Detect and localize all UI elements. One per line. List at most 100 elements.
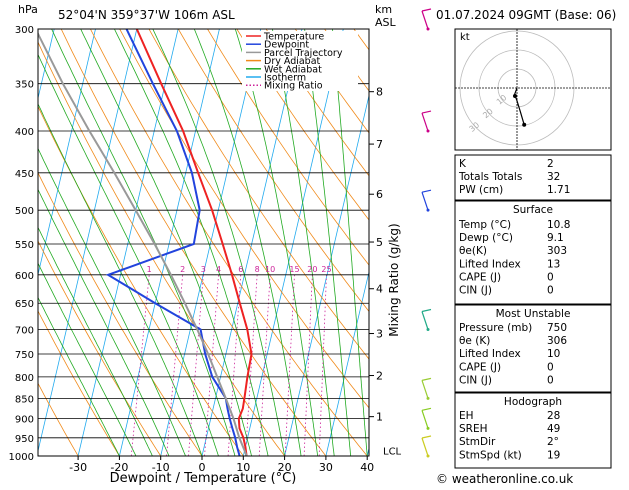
index-label: Lifted Index (459, 258, 521, 270)
km-tick-label: 1 (376, 411, 383, 424)
wind-barb (422, 380, 428, 398)
index-value: 28 (547, 410, 560, 422)
index-label: θe(K) (459, 245, 487, 257)
datetime-title: 01.07.2024 09GMT (Base: 06) (436, 8, 616, 22)
index-value: 32 (547, 171, 560, 183)
index-value: 49 (547, 423, 560, 435)
mixing-ratio-label: 15 (289, 265, 299, 274)
wind-barb-flag (422, 310, 431, 312)
index-label: SREH (459, 423, 488, 435)
wind-barb-base (427, 28, 430, 31)
wet-adiabat-line (333, 29, 368, 456)
mixing-ratio-label: 20 (307, 265, 317, 274)
wind-barb-flag (422, 111, 431, 113)
pressure-tick-label: 750 (15, 350, 34, 361)
index-value: 2 (547, 158, 554, 170)
pressure-tick-label: 600 (15, 271, 34, 282)
isotherm-line (202, 29, 302, 456)
index-label: Temp (°C) (458, 219, 511, 231)
plot-frame (38, 29, 369, 456)
km-tick-label: 3 (376, 328, 383, 341)
km-tick-label: 2 (376, 370, 383, 383)
x-tick-label: 40 (360, 461, 374, 474)
isotherm-line (119, 29, 219, 456)
pressure-tick-label: 950 (15, 434, 34, 445)
index-label: Pressure (mb) (459, 322, 532, 334)
index-label: CAPE (J) (459, 361, 501, 373)
wind-profile (422, 9, 431, 458)
isotherm-line (243, 29, 343, 456)
index-label: K (459, 158, 467, 170)
index-section-title: Hodograph (504, 396, 562, 408)
index-value: 1.71 (547, 184, 570, 196)
index-value: 10.8 (547, 219, 570, 231)
wet-adiabat-line (305, 29, 351, 456)
mixing-ratio-label: 1 (147, 265, 152, 274)
mixing-ratio-label: 10 (265, 265, 275, 274)
mixing-ratio-label: 25 (321, 265, 331, 274)
wind-barb-base (427, 455, 430, 458)
index-label: Totals Totals (458, 171, 522, 183)
km-tick-label: 7 (376, 138, 383, 151)
index-value: 0 (547, 285, 554, 297)
wind-barb-flag (422, 436, 431, 438)
wind-barb (422, 113, 428, 131)
km-tick-label: 5 (376, 236, 383, 249)
index-value: 13 (547, 258, 560, 270)
pressure-tick-label: 650 (15, 299, 34, 310)
km-tick-label: 4 (376, 283, 383, 296)
legend-entry: Mixing Ratio (264, 81, 323, 92)
index-value: 303 (547, 245, 567, 257)
pressure-tick-label: 1000 (9, 452, 34, 463)
pressure-tick-label: 850 (15, 394, 34, 405)
index-label: PW (cm) (459, 184, 503, 196)
pressure-tick-label: 500 (15, 206, 34, 217)
storm-motion-point (513, 94, 517, 98)
hodograph-box (455, 29, 611, 150)
wind-barb-flag (422, 408, 431, 410)
pressure-tick-label: 300 (15, 25, 34, 36)
wind-barb (422, 11, 428, 29)
hodograph-unit-label: kt (460, 32, 470, 43)
mixing-ratio-line (285, 275, 294, 456)
index-label: θe (K) (459, 335, 490, 347)
hodograph-end-point (522, 123, 526, 127)
hpa-unit: hPa (18, 3, 38, 16)
index-value: 2° (547, 436, 559, 448)
dry-adiabat-line (90, 29, 367, 456)
index-label: CIN (J) (459, 374, 492, 386)
wind-barb (422, 312, 428, 330)
pressure-tick-label: 900 (15, 415, 34, 426)
mixing-ratio-line (205, 275, 219, 456)
wind-barb-flag (422, 378, 431, 380)
x-tick-label: -30 (69, 461, 87, 474)
km-tick-label: 8 (376, 86, 383, 99)
wet-adiabat-line (272, 29, 334, 456)
copyright: © weatheronline.co.uk (436, 472, 573, 486)
mixing-ratio-line (188, 275, 203, 456)
wind-barb-base (427, 130, 430, 133)
pressure-tick-label: 550 (15, 240, 34, 251)
wind-barb-flag (422, 190, 431, 192)
index-value: 0 (547, 374, 554, 386)
wind-barb-flag (422, 9, 431, 11)
pressure-tick-label: 350 (15, 80, 34, 91)
wind-barb (422, 192, 428, 210)
index-value: 750 (547, 322, 567, 334)
mixing-ratio-axis-label: Mixing Ratio (g/kg) (387, 223, 401, 336)
index-label: Lifted Index (459, 348, 521, 360)
index-label: StmDir (459, 436, 496, 448)
wind-barb (422, 438, 428, 456)
pressure-tick-label: 450 (15, 169, 34, 180)
pressure-tick-label: 800 (15, 373, 34, 384)
mixing-ratio-label: 8 (255, 265, 260, 274)
index-value: 0 (547, 271, 554, 283)
index-value: 306 (547, 335, 567, 347)
wind-barb-base (427, 209, 430, 212)
wind-barb-base (427, 397, 430, 400)
wind-barb (422, 410, 428, 428)
index-label: CAPE (J) (459, 271, 501, 283)
index-value: 0 (547, 361, 554, 373)
index-label: EH (459, 410, 474, 422)
